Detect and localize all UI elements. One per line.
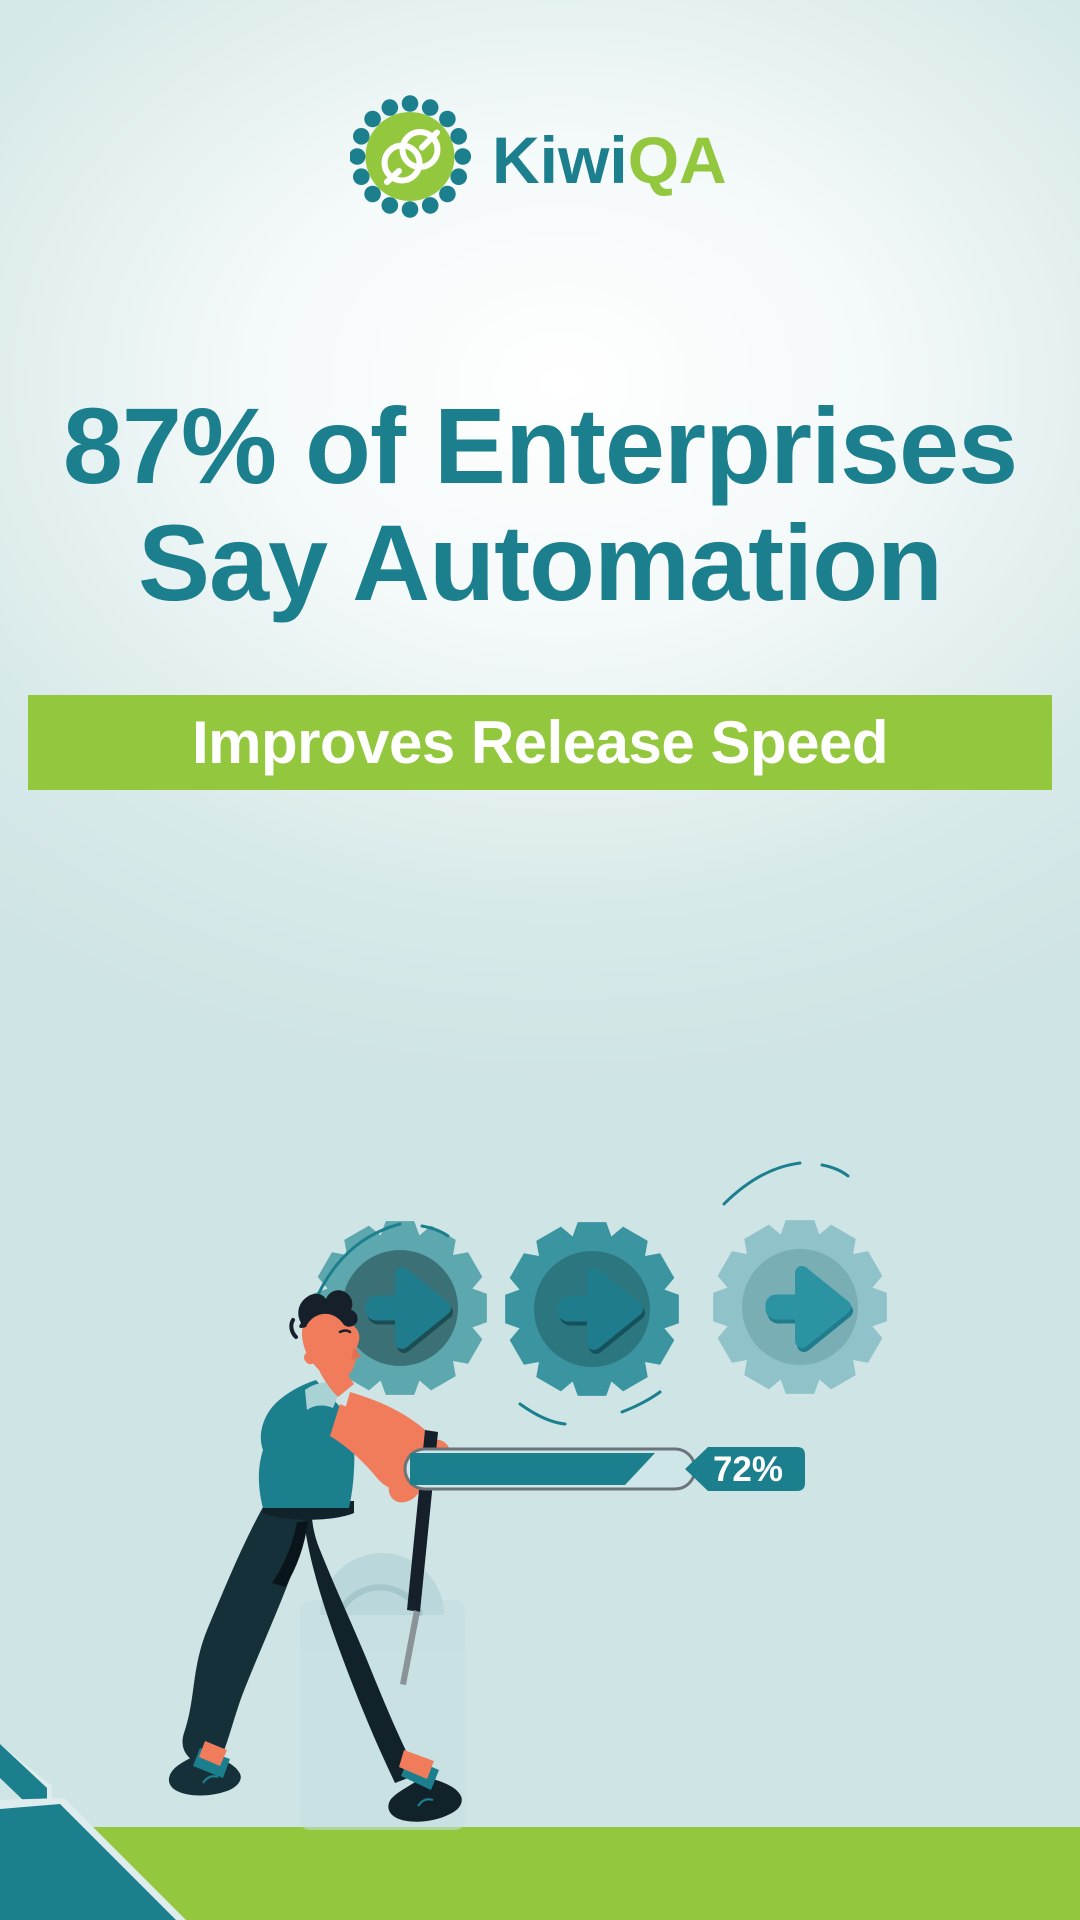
svg-text:72%: 72% — [713, 1450, 783, 1489]
